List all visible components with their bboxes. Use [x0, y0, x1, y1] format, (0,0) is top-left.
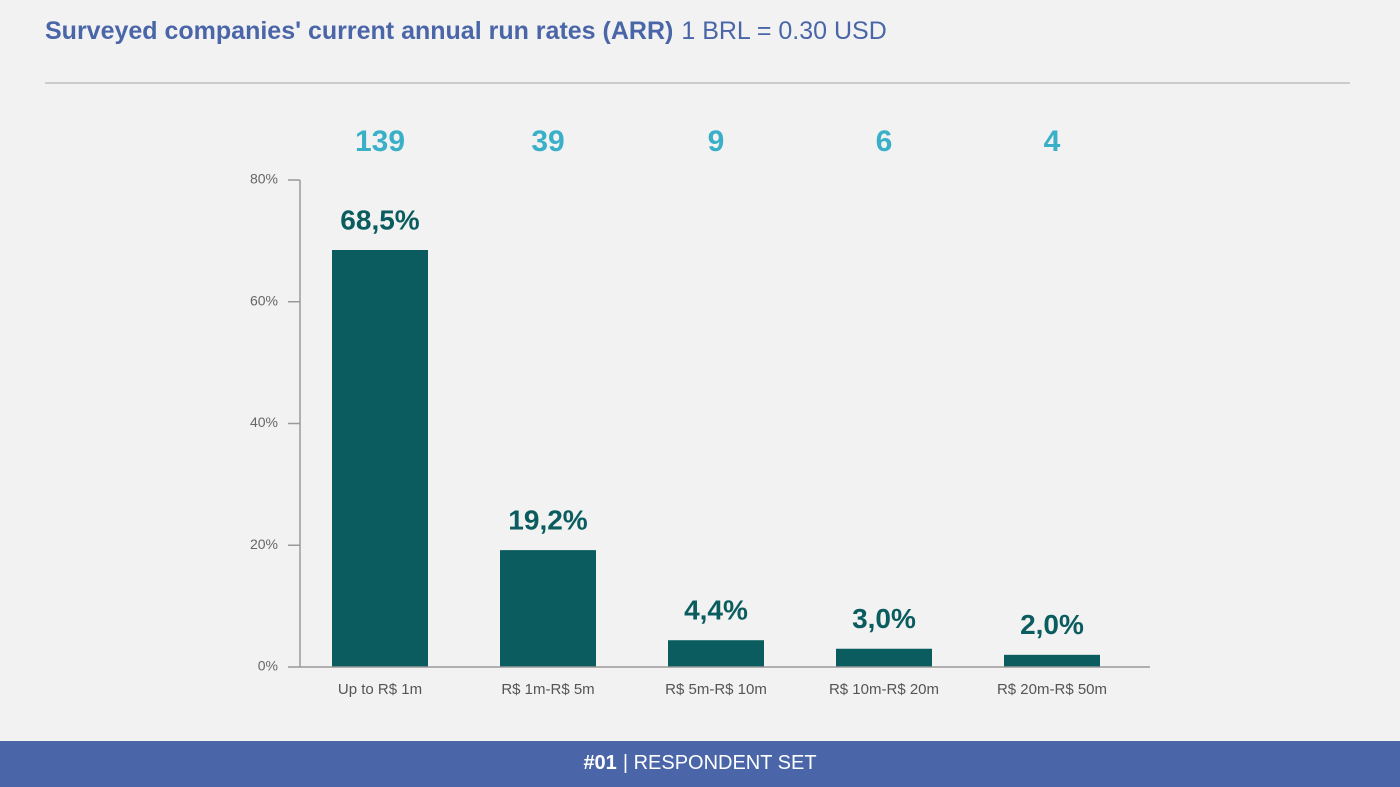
x-tick-label: R$ 1m-R$ 5m — [501, 681, 594, 698]
y-tick-label: 40% — [250, 414, 278, 430]
count-label: 4 — [1044, 125, 1061, 158]
title-line: Surveyed companies' current annual run r… — [45, 17, 887, 45]
x-tick-label: R$ 10m-R$ 20m — [829, 681, 939, 698]
x-tick-label: R$ 5m-R$ 10m — [665, 681, 767, 698]
bar — [668, 640, 764, 667]
y-tick-label: 20% — [250, 536, 278, 552]
subtitle: 1 BRL = 0.30 USD — [681, 17, 886, 45]
footer-label: | RESPONDENT SET — [623, 752, 817, 774]
value-label: 2,0% — [1020, 609, 1084, 640]
bar — [836, 648, 932, 667]
bar — [332, 250, 428, 667]
footer-number: #01 — [583, 752, 616, 774]
bar — [500, 550, 596, 667]
footer-text: #01 | RESPONDENT SET — [583, 752, 816, 774]
count-label: 39 — [531, 125, 564, 158]
y-tick-label: 80% — [250, 171, 278, 187]
bar — [1004, 654, 1100, 667]
x-tick-label: Up to R$ 1m — [338, 681, 422, 698]
value-label: 19,2% — [508, 505, 587, 536]
title: Surveyed companies' current annual run r… — [45, 17, 673, 45]
y-tick-label: 60% — [250, 292, 278, 308]
count-label: 9 — [708, 125, 725, 158]
y-tick-label: 0% — [258, 658, 278, 674]
count-label: 139 — [355, 125, 405, 158]
value-label: 3,0% — [852, 603, 916, 634]
value-label: 4,4% — [684, 595, 748, 626]
count-label: 6 — [876, 125, 893, 158]
x-tick-label: R$ 20m-R$ 50m — [997, 681, 1107, 698]
footer-bar — [0, 741, 1400, 787]
value-label: 68,5% — [340, 204, 419, 235]
